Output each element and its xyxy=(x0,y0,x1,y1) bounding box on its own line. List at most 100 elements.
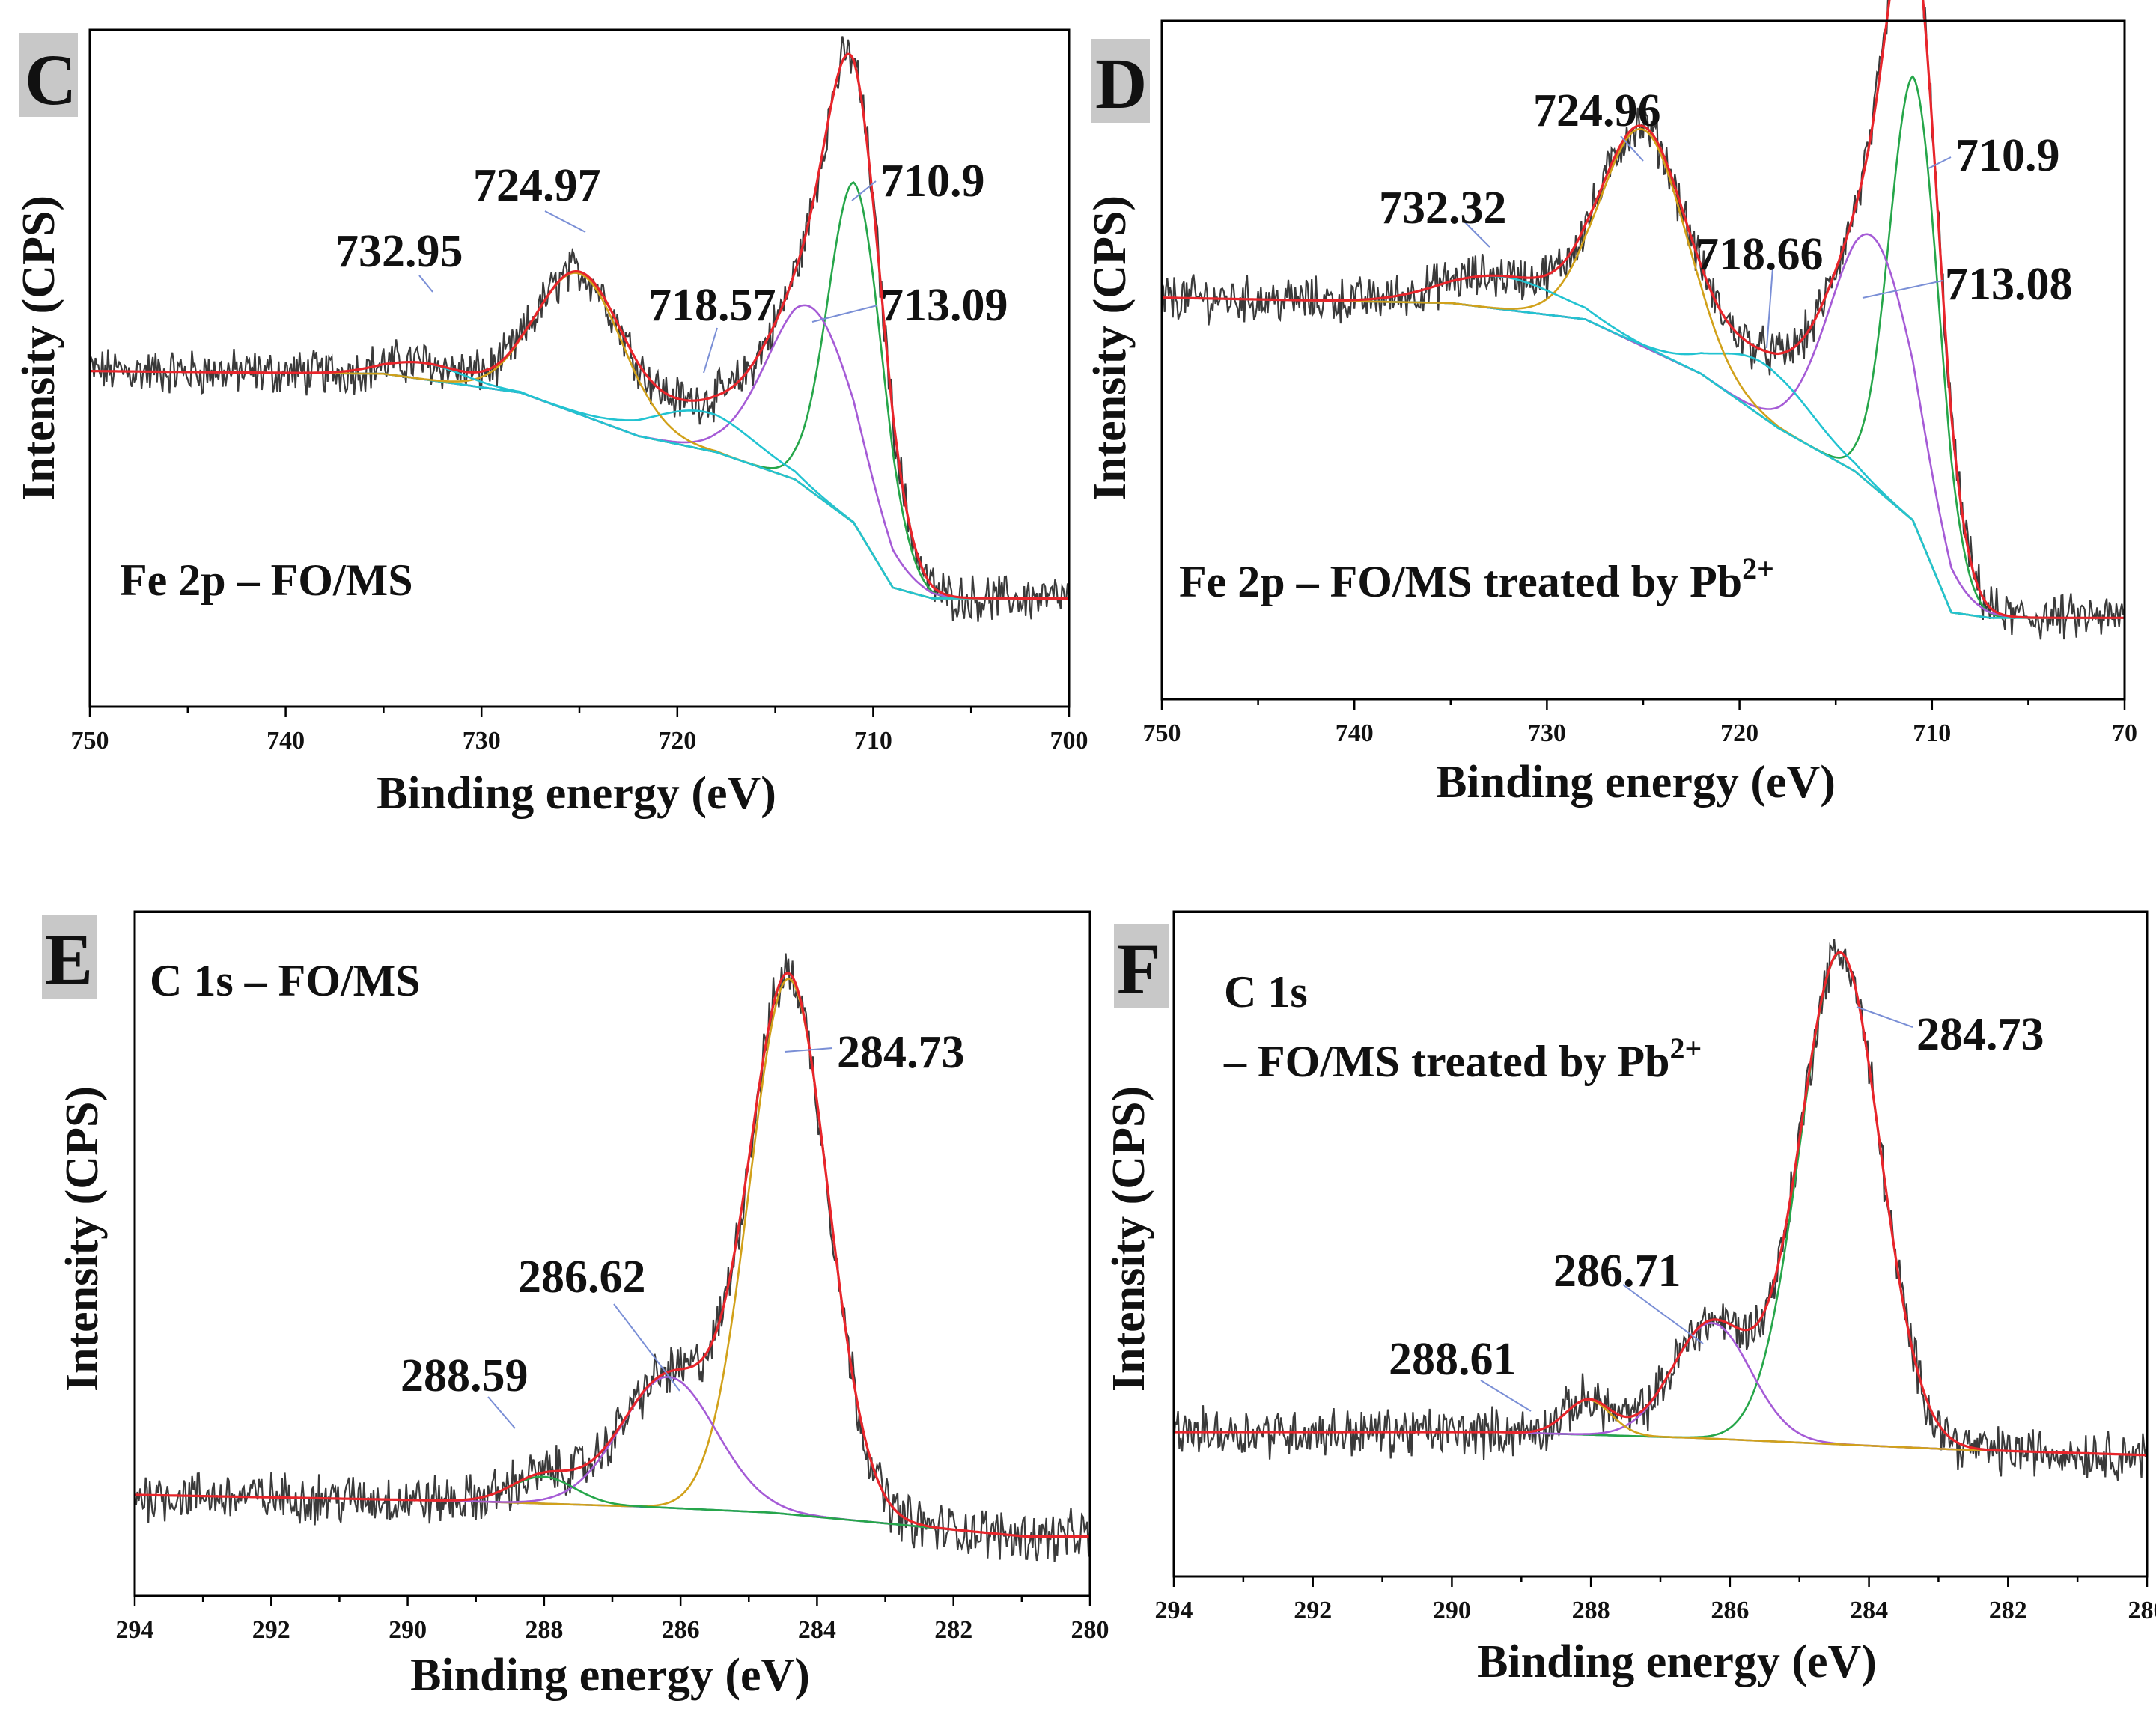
y-axis-title: Intensity (CPS) xyxy=(1085,195,1136,501)
panel-letter-bg xyxy=(19,33,78,117)
x-tick-label: 730 xyxy=(1528,719,1566,747)
leader-line xyxy=(784,1047,833,1053)
annotation: 732.32 xyxy=(1379,183,1507,234)
leader-line xyxy=(487,1396,516,1429)
leader-line xyxy=(1622,1284,1704,1344)
x-tick-label: 282 xyxy=(934,1616,972,1644)
x-ticks: 750 740 730 720 710 70 xyxy=(1143,699,2137,747)
raw-spectrum-line xyxy=(1160,0,2126,640)
x-tick-label: 740 xyxy=(267,727,305,755)
panel-subtitle: Fe 2p – FO/MS xyxy=(120,555,413,605)
x-tick-label: 284 xyxy=(798,1616,836,1644)
annotation: 710.9 xyxy=(1955,130,2060,181)
leader-line xyxy=(418,275,433,293)
panel-letter: F xyxy=(1117,929,1161,1009)
plot-curves xyxy=(1172,939,2149,1481)
leader-line xyxy=(811,305,878,323)
x-tick-label: 700 xyxy=(1050,727,1088,755)
x-tick-label: 286 xyxy=(1711,1597,1749,1624)
panel-subtitle: C 1s xyxy=(1224,967,1308,1017)
panel-letter: D xyxy=(1095,43,1147,124)
peak-annotations: 732.32 724.96 718.66 713.08 710.9 xyxy=(1379,85,2073,349)
x-tick-label: 730 xyxy=(463,727,501,755)
panel-letter-bg xyxy=(1114,924,1169,1008)
leader-line xyxy=(703,327,718,374)
envelope-fit-line xyxy=(1174,951,2147,1457)
envelope-fit-line xyxy=(135,972,1090,1538)
annotation: 710.9 xyxy=(880,156,985,207)
plot-curves xyxy=(1160,0,2126,640)
leader-line xyxy=(544,210,586,233)
x-tick-label: 290 xyxy=(389,1616,427,1644)
leader-line xyxy=(1463,220,1490,248)
x-ticks: 294 292 290 288 286 284 282 280 xyxy=(1155,1577,2156,1624)
peak-annotations: 288.59 286.62 284.73 xyxy=(401,1027,965,1429)
annotation: 724.97 xyxy=(473,160,601,211)
leader-line xyxy=(1928,156,1952,169)
y-axis-title: Intensity (CPS) xyxy=(57,1086,108,1392)
x-tick-label: 288 xyxy=(525,1616,563,1644)
peak-annotations: 288.61 286.71 284.73 xyxy=(1389,1006,2044,1412)
panel-letter-bg xyxy=(1091,39,1150,123)
plot-curves xyxy=(133,953,1091,1562)
peak-713.09-line xyxy=(90,304,1069,600)
peak-710.9-line xyxy=(90,181,1069,600)
annotation: 288.61 xyxy=(1389,1334,1517,1385)
panel-subtitle-line2: – FO/MS treated by Pb2+ xyxy=(1223,1032,1702,1086)
x-tick-label: 292 xyxy=(1294,1597,1332,1624)
x-tick-label: 280 xyxy=(2128,1597,2156,1624)
annotation: 718.66 xyxy=(1696,229,1824,280)
peak-annotations: 732.95 724.97 718.57 713.09 710.9 xyxy=(335,156,1008,374)
x-axis-title: Binding energy (eV) xyxy=(410,1650,810,1701)
x-tick-label: 290 xyxy=(1433,1597,1471,1624)
x-tick-label: 280 xyxy=(1071,1616,1109,1644)
x-tick-label: 750 xyxy=(71,727,109,755)
plot-frame xyxy=(133,910,1091,1597)
leader-line xyxy=(1856,1006,1913,1028)
panel-letter: C xyxy=(25,40,76,120)
leader-line xyxy=(1620,135,1644,162)
annotation: 713.09 xyxy=(880,280,1008,331)
panel-d: D Intensity (CPS) Binding energy (eV) Fe… xyxy=(1085,0,2137,808)
annotation: 286.71 xyxy=(1553,1246,1681,1297)
envelope-fit-line xyxy=(1161,0,2125,619)
panel-c: C Intensity (CPS) Binding energy (eV) Fe… xyxy=(13,28,1088,819)
x-tick-label: 284 xyxy=(1850,1597,1888,1624)
x-axis-title: Binding energy (eV) xyxy=(377,768,776,819)
panel-e: E Intensity (CPS) Binding energy (eV) C … xyxy=(42,910,1109,1701)
x-tick-label: 294 xyxy=(116,1616,154,1644)
panel-subtitle: Fe 2p – FO/MS treated by Pb2+ xyxy=(1179,552,1774,606)
x-tick-label: 750 xyxy=(1143,719,1181,747)
x-tick-label: 720 xyxy=(658,727,696,755)
annotation: 284.73 xyxy=(1916,1009,2044,1060)
annotation: 718.57 xyxy=(648,280,776,331)
x-tick-label: 292 xyxy=(252,1616,290,1644)
x-tick-label: 70 xyxy=(2112,719,2137,747)
x-tick-label: 740 xyxy=(1336,719,1374,747)
panel-f: F Intensity (CPS) Binding energy (eV) C … xyxy=(1103,910,2156,1687)
envelope-fit-line xyxy=(90,52,1069,600)
annotation: 724.96 xyxy=(1533,85,1661,136)
x-tick-label: 710 xyxy=(854,727,892,755)
leader-line xyxy=(1766,267,1773,349)
x-tick-label: 286 xyxy=(662,1616,700,1644)
x-axis-title: Binding energy (eV) xyxy=(1477,1636,1877,1687)
panel-subtitle: C 1s – FO/MS xyxy=(150,956,421,1005)
x-ticks: 294 292 290 288 286 284 282 280 xyxy=(116,1596,1109,1644)
plot-frame xyxy=(1160,19,2126,701)
plot-frame xyxy=(1172,910,2149,1578)
plot-curves xyxy=(88,36,1071,622)
background-line xyxy=(135,1493,1090,1538)
x-tick-label: 710 xyxy=(1913,719,1951,747)
x-tick-label: 294 xyxy=(1155,1597,1193,1624)
leader-line xyxy=(613,1303,680,1392)
plot-frame xyxy=(88,28,1071,708)
annotation: 284.73 xyxy=(837,1027,965,1078)
annotation: 288.59 xyxy=(401,1350,529,1401)
annotation: 713.08 xyxy=(1945,259,2073,310)
x-tick-label: 288 xyxy=(1572,1597,1610,1624)
leader-line xyxy=(1862,280,1943,299)
y-axis-title: Intensity (CPS) xyxy=(13,195,64,501)
x-ticks: 750 740 730 720 710 700 xyxy=(71,707,1088,755)
